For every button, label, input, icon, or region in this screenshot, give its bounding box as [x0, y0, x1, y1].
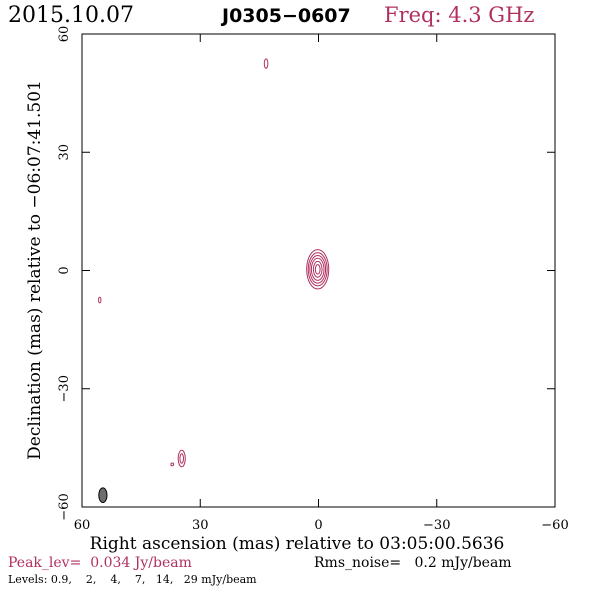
- frequency-label: Freq: 4.3 GHz: [384, 3, 534, 27]
- x-tick-label-0: 60: [74, 518, 91, 533]
- y-tick-label-1: 30: [57, 144, 72, 161]
- contour-2-level-1: [177, 449, 186, 468]
- y-tick-label-2: 0: [57, 266, 72, 274]
- contour-1-level-0: [263, 58, 269, 69]
- contour-components: [98, 58, 330, 468]
- x-tick-labels: 60 30 0 −30 −60: [74, 518, 569, 533]
- beam-ellipse: [98, 487, 108, 503]
- contour-2-level-0: [179, 453, 184, 464]
- peak-level: Peak_lev= 0.034 Jy/beam: [8, 555, 192, 571]
- contour-4-level-0: [98, 296, 102, 304]
- beam: [98, 487, 108, 503]
- x-tick-label-1: 30: [192, 518, 209, 533]
- y-tick-labels: 60 30 0 −30 −60: [57, 26, 72, 521]
- source-name: J0305−0607: [220, 5, 351, 27]
- y-tick-label-3: −30: [57, 375, 72, 402]
- contour-levels: Levels: 0.9, 2, 4, 7, 14, 29 mJy/beam: [8, 573, 257, 586]
- x-tick-label-2: 0: [314, 518, 322, 533]
- contour-0-level-4: [307, 252, 328, 287]
- contour-0-level-2: [310, 257, 325, 281]
- y-tick-label-0: 60: [57, 26, 72, 43]
- rms-noise: Rms_noise= 0.2 mJy/beam: [314, 555, 512, 571]
- y-tick-label-4: −60: [57, 493, 72, 520]
- contour-0-level-5: [306, 249, 330, 290]
- axis-ticks: [81, 33, 556, 508]
- contour-0-level-0: [314, 264, 321, 275]
- contour-0-level-1: [312, 260, 323, 278]
- contour-3-level-0: [170, 462, 175, 467]
- y-axis-label: Declination (mas) relative to −06:07:41.…: [25, 80, 45, 460]
- x-tick-label-4: −60: [541, 518, 568, 533]
- contour-0-level-3: [309, 255, 327, 284]
- x-tick-label-3: −30: [423, 518, 450, 533]
- observation-date: 2015.10.07: [8, 3, 134, 28]
- x-axis-label: Right ascension (mas) relative to 03:05:…: [90, 534, 505, 554]
- plot-frame: [81, 33, 556, 508]
